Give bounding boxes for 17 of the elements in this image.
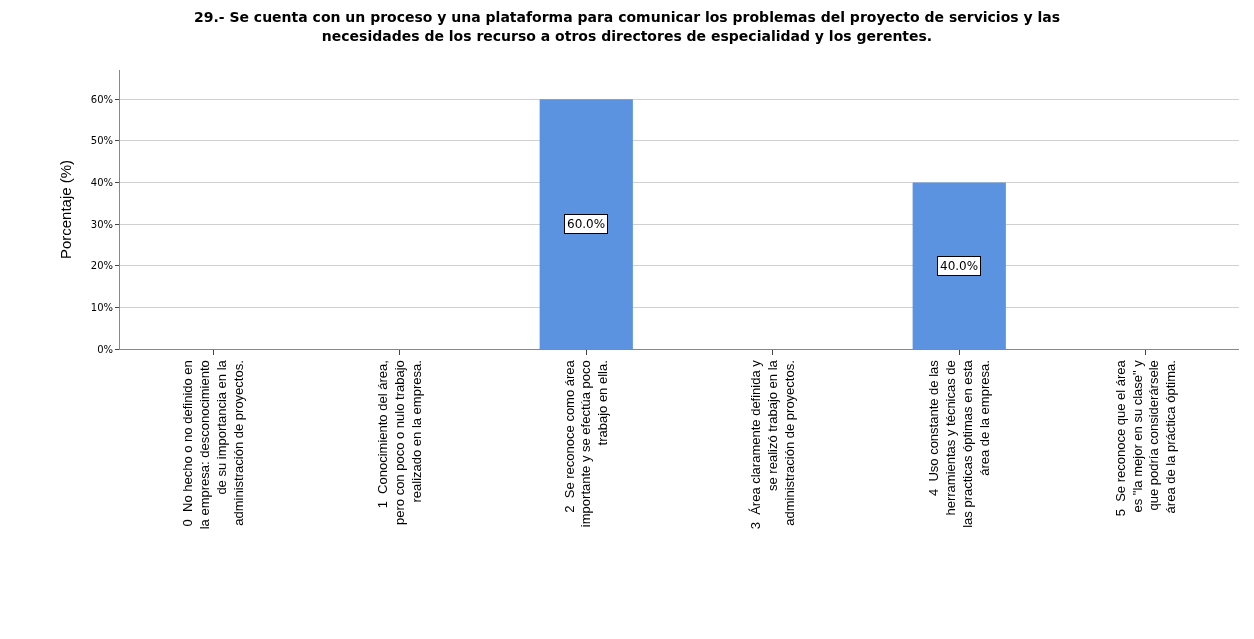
x-tick-label: 3 Área claramente definida y se realizó trabajo en la administración de proyectos. [748,359,797,530]
y-tick-label: 60% [90,93,113,105]
y-tick-label: 0% [97,343,113,355]
data-label: 40.0% [940,259,979,273]
data-label: 60.0% [567,217,606,231]
y-tick-label: 50% [90,135,113,147]
y-tick-label: 30% [90,218,113,230]
y-axis-title: Porcentaje (%) [57,159,75,260]
y-tick-label: 40% [90,176,113,188]
x-tick-label: 0 No hecho o no definido en la empresa: desconocimiento de su importancia en la administración de proyectos. [180,359,246,530]
chart-title: 29.- Se cuenta con un proceso y una plataforma para comunicar los problemas del proyecto de servicios y las necesidades de los recurso a otros directores de especialidad y los gerentes. [193,9,1061,44]
x-tick-label: 5 Se reconoce que el área es "la mejor en su clase" y que podría considerársele área de la práctica óptima. [1112,359,1179,517]
x-tick-label: 2 Se reconoce como área importante y se efectúa poco trabajo en ella. [561,359,611,528]
y-tick-label: 20% [90,260,113,272]
y-tick-label: 10% [90,301,113,313]
x-tick-label: 1 Conocimiento del área, pero con poco o nulo trabajo realizado en la empresa. [375,360,424,525]
x-tick-label: 4 Uso constante de las herramientas y técnicas de las practicas óptimas en esta área de la empresa. [926,359,992,528]
